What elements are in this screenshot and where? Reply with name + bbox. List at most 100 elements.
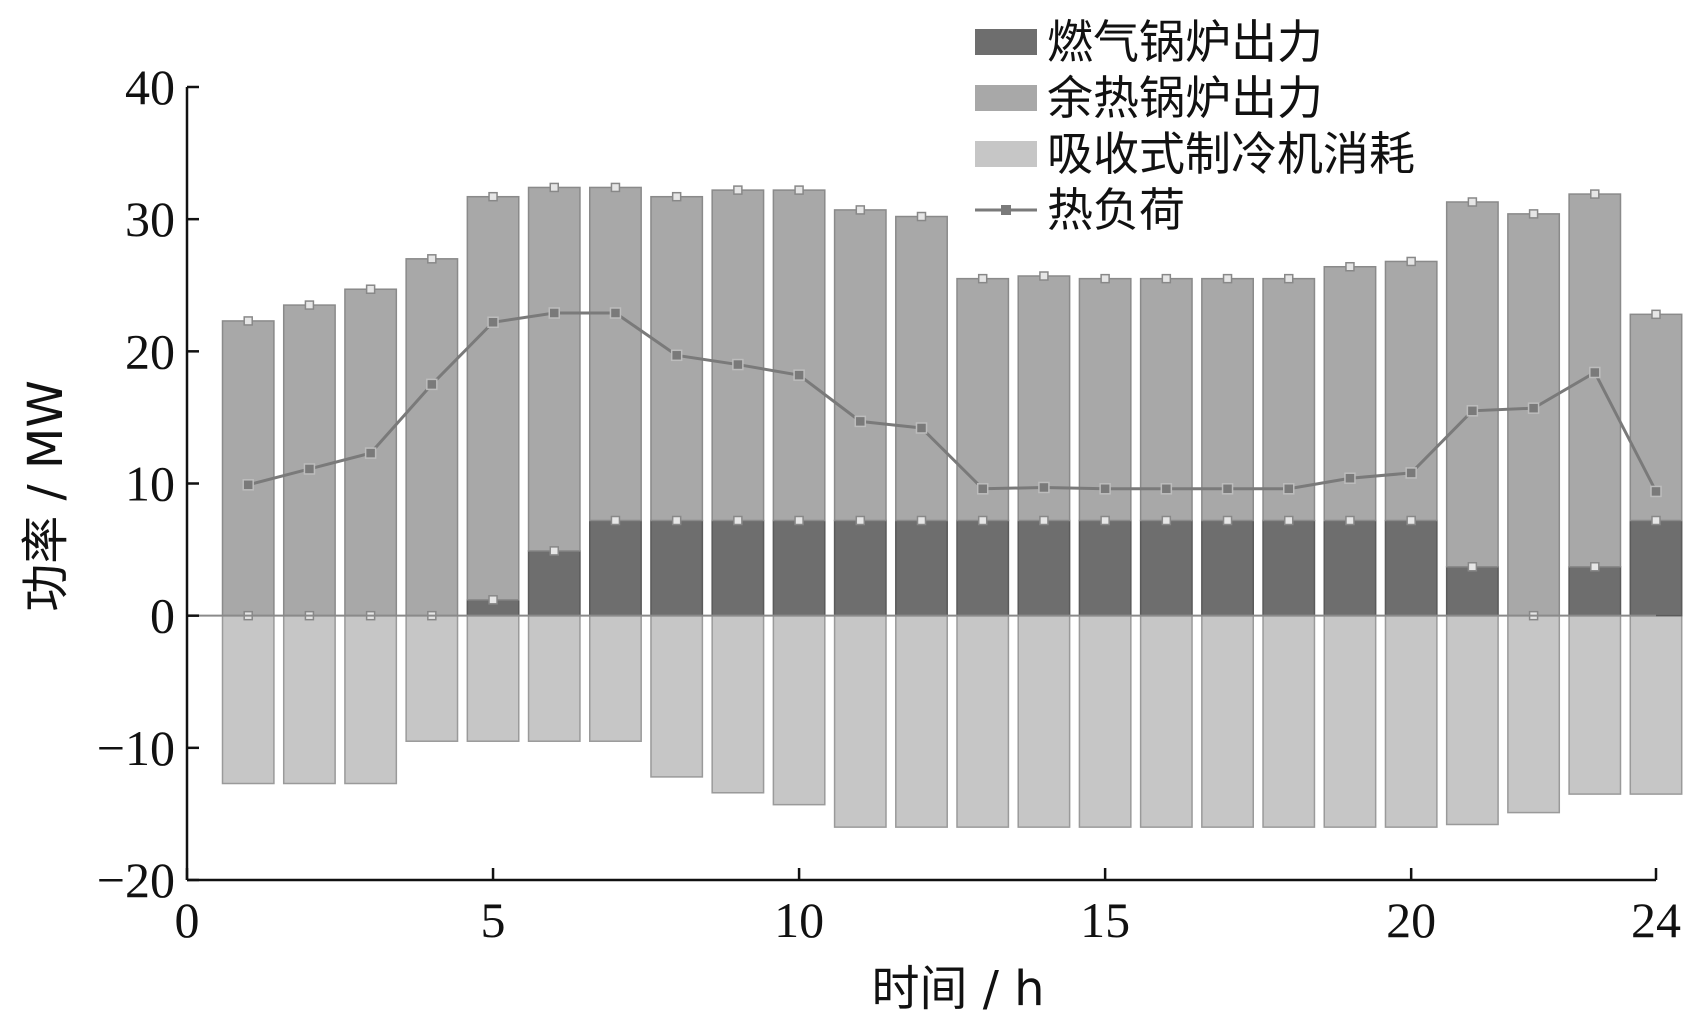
- bar-waste-heat-h7: [589, 186, 642, 522]
- bar-waste-heat-h1: [221, 320, 275, 617]
- bars-layer: [221, 182, 1683, 828]
- heat-load-layer: [242, 307, 1662, 498]
- bar-absorption-h14: [1017, 614, 1071, 828]
- heat-load-point-h1: [242, 479, 254, 491]
- bar-gas-boiler-h18: [1262, 519, 1316, 617]
- bar-absorption-h11: [833, 614, 887, 828]
- bar-absorption-h9: [711, 614, 765, 794]
- marker-waste-top-h21: [1467, 197, 1478, 207]
- bar-absorption-h15: [1078, 614, 1132, 828]
- bar-absorption-h2: [282, 614, 336, 785]
- marker-gas-top-h23: [1590, 562, 1600, 572]
- bar-gas-boiler-h23: [1568, 566, 1622, 617]
- marker-waste-top-h3: [365, 284, 376, 294]
- marker-waste-top-h10: [794, 185, 804, 195]
- marker-gas-top-h16: [1161, 515, 1172, 526]
- bar-gas-boiler-h13: [956, 519, 1010, 617]
- heat-load-point-h3: [364, 447, 377, 459]
- bar-gas-boiler-h24: [1629, 519, 1683, 617]
- marker-waste-top-h12: [916, 211, 927, 222]
- y-tick-label: −20: [97, 852, 175, 908]
- bar-gas-boiler-h14: [1017, 519, 1071, 617]
- bar-absorption-h1: [221, 614, 275, 785]
- bar-absorption-h7: [589, 614, 642, 742]
- x-axis-title: 时间 / h: [871, 961, 1044, 1017]
- y-tick-label: 0: [150, 588, 175, 644]
- marker-gas-top-h10: [794, 515, 804, 526]
- bar-gas-boiler-h16: [1139, 519, 1193, 617]
- marker-waste-top-h7: [610, 182, 621, 193]
- bar-absorption-h24: [1629, 614, 1683, 795]
- y-tick-label: 30: [125, 191, 175, 247]
- bar-gas-boiler-h8: [650, 519, 704, 617]
- heat-load-point-h24: [1650, 485, 1662, 498]
- bar-absorption-h20: [1384, 614, 1438, 828]
- legend-swatch: [975, 141, 1037, 167]
- bar-gas-boiler-h12: [895, 519, 948, 617]
- heat-load-point-h19: [1344, 472, 1356, 484]
- bar-waste-heat-h22: [1507, 213, 1561, 617]
- legend-swatch: [975, 85, 1037, 111]
- heat-load-point-h21: [1466, 405, 1479, 417]
- axes: 40 30 20 10 0 −10 −20 0 5 10 15 20 24: [97, 59, 1681, 948]
- y-tick-label: 40: [125, 59, 175, 115]
- y-tick-label: 10: [125, 456, 175, 512]
- heat-load-point-h9: [732, 358, 744, 371]
- bar-waste-heat-h20: [1384, 260, 1438, 522]
- marker-waste-top-h4: [427, 254, 437, 264]
- marker-gas-top-h18: [1284, 515, 1294, 526]
- y-tick-label: 20: [125, 323, 175, 379]
- legend-marker: [1001, 205, 1011, 215]
- bar-waste-heat-h21: [1445, 201, 1499, 568]
- bar-absorption-h3: [344, 614, 398, 785]
- bar-gas-boiler-h7: [589, 519, 642, 617]
- marker-waste-top-h9: [733, 185, 743, 195]
- bar-absorption-h4: [405, 614, 459, 742]
- marker-waste-top-h24: [1651, 309, 1661, 320]
- marker-waste-top-h19: [1345, 261, 1355, 272]
- heat-load-point-h10: [793, 369, 805, 381]
- y-axis-title: 功率 / MW: [18, 380, 74, 612]
- bar-absorption-h6: [527, 614, 581, 742]
- bar-waste-heat-h13: [956, 277, 1010, 522]
- bar-gas-boiler-h19: [1323, 519, 1377, 617]
- heat-load-point-h15: [1099, 483, 1111, 495]
- heat-load-point-h2: [303, 463, 316, 475]
- heat-load-point-h7: [609, 307, 622, 319]
- bar-waste-heat-h14: [1017, 275, 1071, 522]
- marker-gas-top-h5: [488, 595, 498, 605]
- heat-load-point-h6: [548, 307, 560, 319]
- marker-waste-top-h1: [243, 316, 253, 326]
- bar-waste-heat-h6: [527, 186, 581, 552]
- bar-waste-heat-h4: [405, 258, 459, 617]
- legend-label: 燃气锅炉出力: [1047, 15, 1323, 69]
- bar-gas-boiler-h9: [711, 519, 765, 617]
- heat-load-point-h12: [915, 422, 928, 434]
- bar-gas-boiler-h17: [1201, 519, 1254, 617]
- bar-absorption-h16: [1139, 614, 1193, 828]
- bar-absorption-h21: [1445, 614, 1499, 826]
- marker-waste-top-h6: [549, 182, 559, 193]
- marker-gas-top-h21: [1467, 562, 1478, 572]
- bar-absorption-h10: [772, 614, 826, 806]
- bar-waste-heat-h16: [1139, 277, 1193, 522]
- x-tick-label: 10: [774, 892, 824, 948]
- bar-gas-boiler-h15: [1078, 519, 1132, 617]
- marker-waste-top-h18: [1284, 273, 1294, 284]
- heat-load-point-h22: [1527, 402, 1540, 414]
- marker-waste-top-h13: [977, 273, 988, 284]
- bar-waste-heat-h23: [1568, 193, 1622, 568]
- x-tick-label: 0: [175, 892, 200, 948]
- heat-load-point-h11: [854, 415, 867, 428]
- bar-absorption-h22: [1507, 614, 1561, 814]
- bar-absorption-h13: [956, 614, 1010, 828]
- marker-waste-top-h15: [1100, 273, 1110, 284]
- legend-label: 吸收式制冷机消耗: [1047, 127, 1415, 181]
- legend-swatch: [975, 29, 1037, 55]
- bar-absorption-h5: [466, 614, 520, 742]
- marker-gas-top-h11: [855, 515, 866, 526]
- bar-absorption-h23: [1568, 614, 1622, 795]
- heat-load-point-h5: [487, 316, 499, 329]
- heat-load-point-h18: [1283, 483, 1295, 495]
